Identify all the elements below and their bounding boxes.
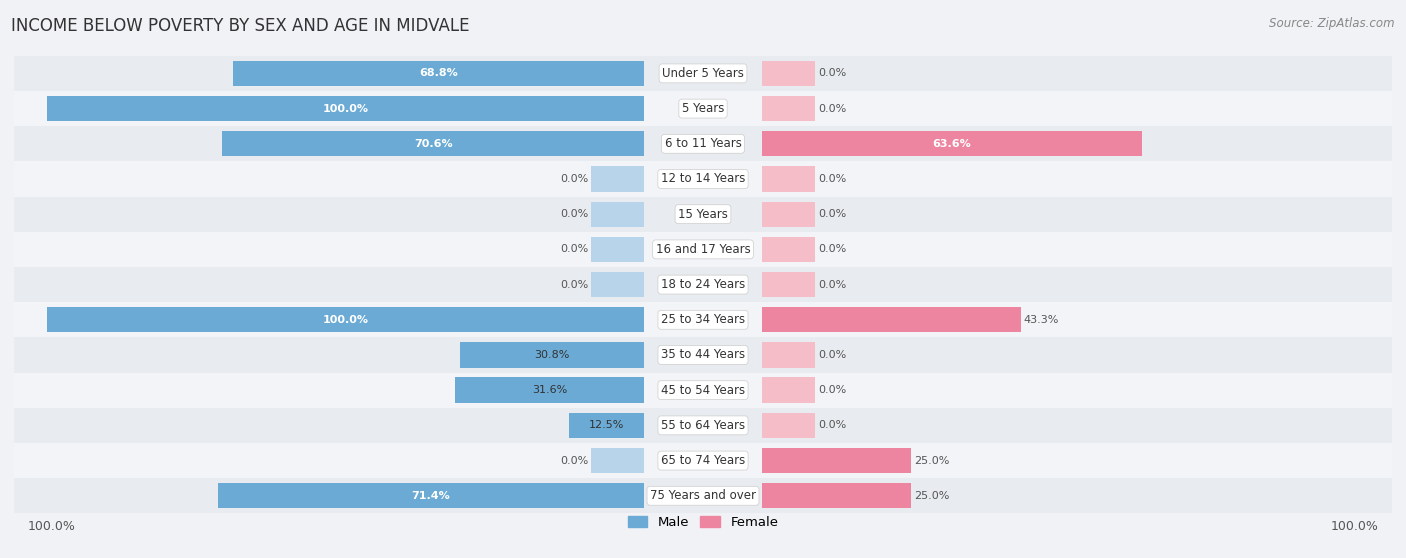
Text: 0.0%: 0.0% [818, 385, 846, 395]
Bar [14, 373, 1392, 408]
Bar [46, 96, 644, 121]
Text: 12.5%: 12.5% [589, 420, 624, 430]
Bar [762, 131, 1142, 156]
Text: 35 to 44 Years: 35 to 44 Years [661, 349, 745, 362]
Bar [592, 166, 644, 191]
Text: 100.0%: 100.0% [322, 315, 368, 325]
Text: 100.0%: 100.0% [1331, 521, 1379, 533]
Bar [14, 302, 1392, 338]
Text: 0.0%: 0.0% [818, 420, 846, 430]
Text: 25.0%: 25.0% [915, 491, 950, 501]
Bar [762, 307, 1021, 333]
Bar [222, 131, 644, 156]
Text: INCOME BELOW POVERTY BY SEX AND AGE IN MIDVALE: INCOME BELOW POVERTY BY SEX AND AGE IN M… [11, 17, 470, 35]
Bar [46, 307, 644, 333]
Bar [762, 413, 814, 438]
Text: 0.0%: 0.0% [560, 455, 588, 465]
Text: 100.0%: 100.0% [322, 104, 368, 114]
Text: Under 5 Years: Under 5 Years [662, 67, 744, 80]
Text: 0.0%: 0.0% [818, 104, 846, 114]
Text: 0.0%: 0.0% [560, 174, 588, 184]
Bar [762, 166, 814, 191]
Text: 0.0%: 0.0% [818, 209, 846, 219]
Bar [460, 342, 644, 368]
Text: 18 to 24 Years: 18 to 24 Years [661, 278, 745, 291]
Text: 100.0%: 100.0% [27, 521, 75, 533]
Text: 68.8%: 68.8% [419, 69, 458, 78]
Text: 0.0%: 0.0% [818, 174, 846, 184]
Text: 0.0%: 0.0% [818, 280, 846, 290]
Bar [456, 378, 644, 403]
Bar [762, 61, 814, 86]
Bar [762, 96, 814, 121]
Bar [14, 443, 1392, 478]
Text: 25.0%: 25.0% [915, 455, 950, 465]
Text: 0.0%: 0.0% [560, 244, 588, 254]
Bar [592, 201, 644, 227]
Legend: Male, Female: Male, Female [623, 510, 783, 534]
Bar [14, 478, 1392, 513]
Bar [762, 448, 911, 473]
Text: 12 to 14 Years: 12 to 14 Years [661, 172, 745, 185]
Text: 5 Years: 5 Years [682, 102, 724, 115]
Text: 0.0%: 0.0% [560, 209, 588, 219]
Bar [592, 448, 644, 473]
Bar [762, 201, 814, 227]
Bar [762, 378, 814, 403]
Text: 43.3%: 43.3% [1024, 315, 1059, 325]
Text: 55 to 64 Years: 55 to 64 Years [661, 419, 745, 432]
Bar [14, 91, 1392, 126]
Bar [762, 483, 911, 508]
Bar [14, 267, 1392, 302]
Text: 0.0%: 0.0% [818, 350, 846, 360]
Text: 71.4%: 71.4% [412, 491, 450, 501]
Text: Source: ZipAtlas.com: Source: ZipAtlas.com [1270, 17, 1395, 30]
Bar [14, 161, 1392, 196]
Bar [762, 272, 814, 297]
Bar [14, 408, 1392, 443]
Text: 65 to 74 Years: 65 to 74 Years [661, 454, 745, 467]
Text: 45 to 54 Years: 45 to 54 Years [661, 384, 745, 397]
Text: 70.6%: 70.6% [413, 139, 453, 149]
Bar [14, 232, 1392, 267]
Bar [14, 196, 1392, 232]
Bar [592, 237, 644, 262]
Text: 6 to 11 Years: 6 to 11 Years [665, 137, 741, 150]
Bar [218, 483, 644, 508]
Text: 0.0%: 0.0% [560, 280, 588, 290]
Text: 31.6%: 31.6% [531, 385, 567, 395]
Bar [592, 272, 644, 297]
Bar [233, 61, 644, 86]
Text: 63.6%: 63.6% [932, 139, 972, 149]
Text: 0.0%: 0.0% [818, 244, 846, 254]
Bar [762, 342, 814, 368]
Text: 15 Years: 15 Years [678, 208, 728, 220]
Text: 30.8%: 30.8% [534, 350, 569, 360]
Bar [14, 126, 1392, 161]
Text: 75 Years and over: 75 Years and over [650, 489, 756, 502]
Text: 0.0%: 0.0% [818, 69, 846, 78]
Bar [14, 338, 1392, 373]
Bar [569, 413, 644, 438]
Bar [762, 237, 814, 262]
Bar [14, 56, 1392, 91]
Text: 16 and 17 Years: 16 and 17 Years [655, 243, 751, 256]
Text: 25 to 34 Years: 25 to 34 Years [661, 313, 745, 326]
